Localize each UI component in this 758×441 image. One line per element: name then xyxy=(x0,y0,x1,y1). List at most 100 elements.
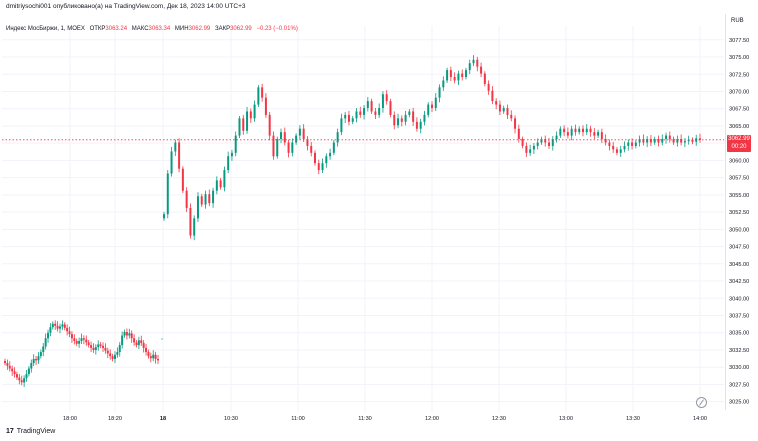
candle-body xyxy=(130,333,133,339)
footer-bar xyxy=(0,425,758,441)
y-tick-label: 3060.00 xyxy=(729,158,749,164)
candle-body xyxy=(536,142,539,146)
candle-body xyxy=(49,327,52,333)
candle-body xyxy=(116,352,119,355)
legend-low-label: МИН xyxy=(174,26,189,32)
candle-body xyxy=(604,139,607,143)
candle-body xyxy=(544,139,547,143)
candle-body xyxy=(215,180,218,191)
candle-body xyxy=(408,111,411,115)
candle-body xyxy=(37,356,40,361)
candle-body xyxy=(174,142,177,152)
candle-body xyxy=(438,87,441,98)
price-axis[interactable] xyxy=(725,14,758,410)
candle-body xyxy=(92,347,95,350)
candle-body xyxy=(578,128,581,133)
candle-body xyxy=(419,121,422,129)
tradingview-logo-icon: 17 xyxy=(6,428,14,435)
candle-body xyxy=(87,342,90,346)
legend-open-label: ОТКР xyxy=(89,26,106,32)
candle-body xyxy=(302,128,305,140)
candle-body xyxy=(145,347,148,353)
candle-body xyxy=(135,342,138,346)
legend-symbol: Индекс МосБиржи, 1, MOEX xyxy=(6,26,85,32)
candle-body xyxy=(39,352,42,357)
candle-body xyxy=(137,340,140,346)
y-tick-label: 3027.50 xyxy=(729,382,749,388)
candle-body xyxy=(204,194,207,205)
candle-body xyxy=(449,70,452,78)
candle-body xyxy=(242,118,245,131)
candle-body xyxy=(325,156,328,164)
candle-body xyxy=(427,104,430,115)
candle-body xyxy=(344,114,347,119)
candle-body xyxy=(412,111,415,122)
x-tick-label: 12:00 xyxy=(425,416,439,422)
candle-body xyxy=(106,350,109,354)
candle-body xyxy=(44,338,47,347)
candle-body xyxy=(570,128,573,136)
legend-low-value: 3062.99 xyxy=(188,26,211,32)
candle-body xyxy=(612,145,615,150)
y-tick-label: 3035.00 xyxy=(729,331,749,337)
y-tick-label: 3045.00 xyxy=(729,262,749,268)
candle-body xyxy=(581,128,584,133)
candle-body xyxy=(680,139,683,143)
candle-body xyxy=(457,73,460,81)
candle-body xyxy=(442,80,445,88)
candle-body xyxy=(668,135,671,140)
candle-body xyxy=(306,139,309,146)
candle-body xyxy=(121,335,124,346)
y-tick-label: 3067.50 xyxy=(729,107,749,113)
candle-body xyxy=(619,149,622,153)
candle-body xyxy=(166,173,169,215)
candle-body xyxy=(385,94,388,102)
candle-body xyxy=(18,377,21,381)
candle-body xyxy=(310,145,313,153)
candle-body xyxy=(170,151,173,174)
y-tick-label: 3065.00 xyxy=(729,124,749,130)
candle-body xyxy=(476,59,479,67)
time-zone-icon[interactable] xyxy=(696,397,707,408)
candle-body xyxy=(615,149,618,153)
x-tick-label: 13:30 xyxy=(626,416,640,422)
candle-body xyxy=(196,196,199,219)
y-tick-label: 3075.00 xyxy=(729,55,749,61)
candle-body xyxy=(593,132,596,136)
candle-body xyxy=(140,340,143,344)
candle-body xyxy=(272,135,275,157)
candle-body xyxy=(23,378,26,383)
x-tick-label: 10:30 xyxy=(224,416,238,422)
candle-body xyxy=(415,121,418,129)
candle-body xyxy=(111,356,114,359)
candle-body xyxy=(661,139,664,143)
x-tick-label: 18 xyxy=(160,416,166,422)
candle-body xyxy=(653,139,656,143)
candle-body xyxy=(61,324,64,327)
candle-body xyxy=(27,368,30,375)
candle-body xyxy=(548,142,551,146)
tradingview-logo[interactable]: 17 TradingView xyxy=(6,428,55,435)
y-tick-label: 3025.00 xyxy=(729,400,749,406)
x-tick-label: 12:30 xyxy=(492,416,506,422)
bar-countdown: 00:20 xyxy=(731,143,747,150)
candle-body xyxy=(113,354,116,359)
price-chart[interactable]: 3077.50 3075.00 3072.50 3070.00 3067.50 3065.… xyxy=(0,14,758,425)
candle-body xyxy=(35,358,38,361)
candle-body xyxy=(128,333,131,336)
candle-body xyxy=(94,347,97,350)
candle-body xyxy=(559,128,562,136)
y-tick-label: 3050.00 xyxy=(729,227,749,233)
candle-body xyxy=(133,338,136,343)
candle-body xyxy=(295,135,298,143)
y-tick-label: 3070.00 xyxy=(729,89,749,95)
candle-body xyxy=(163,214,165,219)
candle-body xyxy=(298,128,301,136)
candle-body xyxy=(487,83,490,91)
candle-body xyxy=(472,59,475,64)
candle-body xyxy=(468,63,471,71)
candle-body xyxy=(104,347,107,351)
currency-label[interactable]: RUB xyxy=(731,18,744,24)
candle-body xyxy=(230,152,233,157)
candle-body xyxy=(676,139,679,143)
